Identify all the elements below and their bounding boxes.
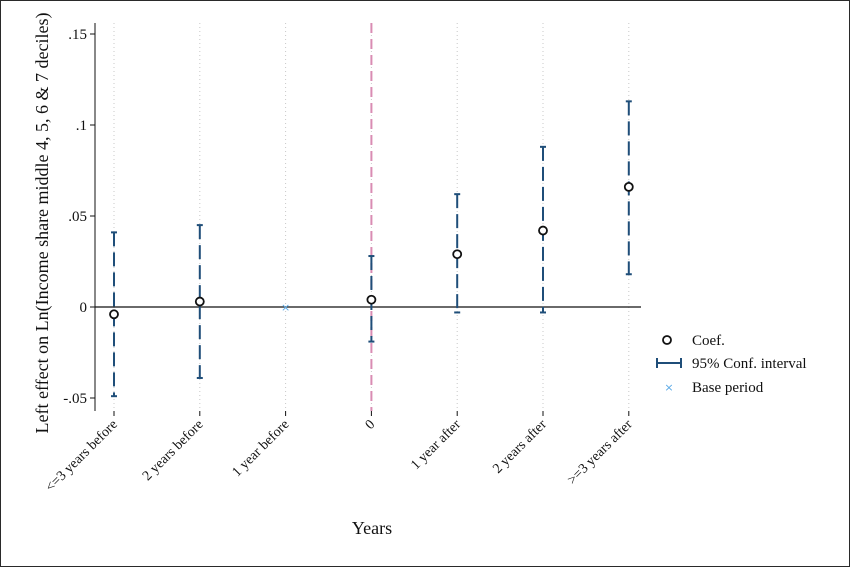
x-axis-title: Years bbox=[352, 518, 392, 538]
y-tick-label: .1 bbox=[76, 118, 87, 134]
legend: Coef. 95% Conf. interval × Base period bbox=[656, 333, 807, 396]
y-axis bbox=[90, 23, 630, 416]
x-tick-label: 1 year after bbox=[408, 417, 464, 473]
legend-coef-marker bbox=[662, 335, 672, 345]
legend-base-marker: × bbox=[664, 381, 673, 394]
x-tick-label: 2 years after bbox=[490, 417, 550, 477]
x-tick-label: <=3 years before bbox=[43, 417, 121, 495]
coef-point bbox=[452, 249, 463, 260]
y-tick-label: 0 bbox=[80, 300, 88, 316]
legend-base-label: Base period bbox=[692, 380, 764, 396]
y-axis-title: Left effect on Ln(Income share middle 4,… bbox=[32, 12, 53, 433]
coef-point bbox=[623, 181, 634, 192]
y-tick-labels: .15 .1 .05 0 -.05 bbox=[63, 27, 87, 407]
y-tick-label: .15 bbox=[68, 27, 87, 43]
x-tick-label: 0 bbox=[363, 417, 379, 433]
y-tick-label: -.05 bbox=[63, 391, 87, 407]
x-tick-label: 2 years before bbox=[140, 417, 207, 484]
x-tick-label: >=3 years after bbox=[565, 417, 636, 488]
coef-point bbox=[366, 294, 377, 305]
coef-point bbox=[109, 309, 119, 320]
coef-point bbox=[538, 225, 548, 236]
y-tick-label: .05 bbox=[68, 209, 87, 225]
legend-ci-label: 95% Conf. interval bbox=[692, 356, 807, 372]
coefficient-points: × bbox=[109, 181, 634, 320]
legend-coef-label: Coef. bbox=[692, 333, 725, 349]
base-period-marker: × bbox=[281, 301, 290, 314]
x-tick-label: 1 year before bbox=[230, 417, 293, 480]
coef-point bbox=[194, 296, 205, 307]
x-tick-labels: <=3 years before 2 years before 1 year bef… bbox=[43, 417, 636, 495]
